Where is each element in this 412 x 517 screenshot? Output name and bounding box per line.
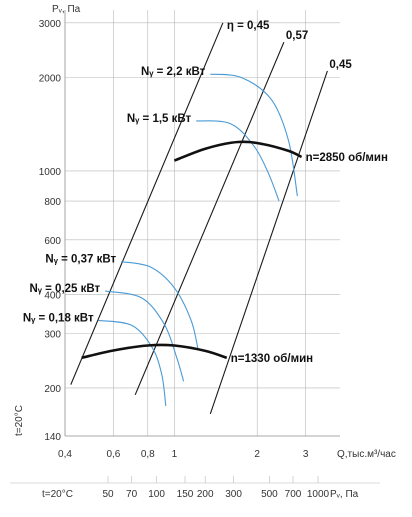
bottom-axis-tick-label: 500 [261,489,278,500]
bottom-axis-left-label: t=20°C [42,489,73,500]
bottom-axis-tick-label: 50 [102,489,114,500]
efficiency-label: 0,45 [329,59,352,71]
x-axis-label: Q,тыс.м³/час [337,449,396,460]
y-side-label: t=20°C [14,405,25,436]
efficiency-label: η = 0,45 [227,20,270,32]
speed-curve-label: n=2850 об/мин [306,152,388,164]
efficiency-label: 0,57 [286,30,308,42]
x-tick-label: 0,4 [58,449,72,460]
bottom-axis-tick-label: 100 [148,489,165,500]
power-curve [196,120,280,202]
power-curve-label: Nᵧ = 0,25 кВт [29,283,100,295]
power-curve [121,261,199,351]
bottom-axis-tick-label: 1000 [307,489,330,500]
x-tick-label: 3 [303,449,309,460]
y-tick-label: 300 [44,329,61,340]
y-tick-label: 2000 [39,74,62,85]
labels: η = 0,45 0,57 0,45 Nᵧ = 2,2 кВт Nᵧ = 1,5 кВт… [23,20,388,365]
speed-curves [81,140,303,360]
y-tick-label: 800 [44,197,61,208]
power-curve-label: Nᵧ = 0,37 кВт [45,254,116,266]
power-curve-label: Nᵧ = 2,2 кВт [141,66,206,78]
y-tick-label: 140 [44,432,61,443]
x-tick-label: 0,8 [141,449,155,460]
power-curve-label: Nᵧ = 1,5 кВт [127,113,192,125]
bottom-axis-tick-label: 150 [177,489,194,500]
bottom-axis-tick-label: 700 [285,489,302,500]
y-tick-label: 200 [44,384,61,395]
y-tick-label: 400 [44,290,61,301]
bottom-axis-tick-label: 200 [197,489,214,500]
bottom-axis-right-label: Pᵥ, Па [330,489,359,500]
bottom-axis-tick-label: 70 [126,489,138,500]
efficiency-line [134,41,285,396]
power-curve [210,73,298,197]
y-axis-label: Pᵥ, Па [52,4,81,15]
power-curves [98,73,298,406]
power-curve [98,319,167,406]
efficiency-lines [70,22,328,415]
grid [10,10,380,484]
speed-curve-label: n=1330 об/мин [231,353,313,365]
y-tick-label: 1000 [39,167,62,178]
x-tick-label: 0,6 [106,449,120,460]
efficiency-line [209,70,328,415]
y-tick-label: 600 [44,236,61,247]
power-curve [105,290,185,382]
speed-curve [173,140,303,162]
bottom-axis-tick-label: 300 [225,489,242,500]
x-tick-label: 2 [254,449,260,460]
efficiency-line [70,22,224,385]
x-tick-label: 1 [172,449,178,460]
power-curve-label: Nᵧ = 0,18 кВт [23,312,94,324]
tick-labels: 140 200 300 400 600 800 1000 2000 3000 0,4 0,6 0,8 1… [39,19,330,500]
y-tick-label: 3000 [39,19,62,30]
speed-curve [81,343,228,360]
